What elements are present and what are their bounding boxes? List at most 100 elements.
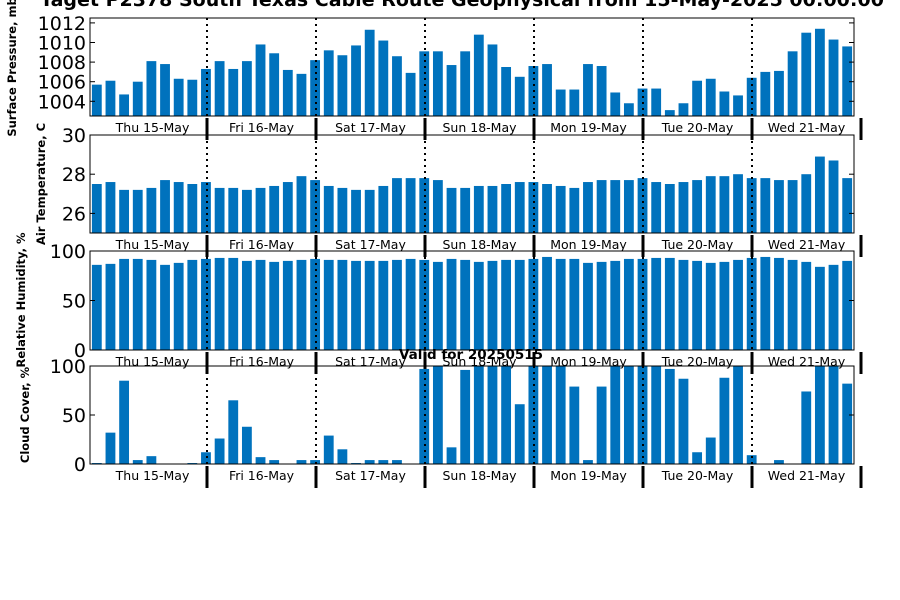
data-bar [296,73,307,116]
data-bar [555,89,566,116]
data-bar [269,460,280,464]
y-tick-label: 0 [74,454,86,476]
panel-3: 0 50 100 Thu 15-May Fri 16-May Sat 17-May Sun … [14,232,863,374]
data-bar [160,264,170,350]
data-bar [269,185,280,233]
data-bar [501,366,512,464]
data-bar [774,257,784,350]
data-bar [378,260,389,350]
data-bar [719,261,730,350]
data-bar [514,259,525,350]
data-bar [160,64,170,116]
data-bar [405,72,416,116]
data-bar [746,257,757,350]
data-bar [201,258,211,350]
data-bar [241,189,252,233]
data-bar [787,180,798,233]
data-bar [705,437,716,464]
data-bar [842,178,853,233]
y-axis-label: Relative Humidity, % [14,232,28,367]
data-bar [814,266,825,350]
data-bar [542,184,552,233]
data-bar [814,366,825,464]
data-bar [542,256,552,350]
x-day-label: Tue 20-May [661,237,734,252]
data-bar [241,426,252,464]
data-bar [364,189,375,233]
data-bar [542,64,552,116]
data-bar [760,71,771,116]
data-bar [432,180,443,233]
data-bar [774,460,784,464]
x-day-label: Thu 15-May [115,120,190,135]
data-bar [623,258,634,350]
y-tick-label: 1010 [38,33,86,55]
data-bar [828,264,839,350]
data-bar [392,460,402,464]
data-bar [583,182,593,233]
data-bar [419,259,430,350]
x-day-label: Tue 20-May [661,468,734,483]
data-bar [214,61,225,116]
x-day-label: Sun 18-May [442,354,517,369]
y-tick-label: 26 [62,203,86,225]
data-bar [528,258,539,350]
data-bar [842,383,853,464]
data-bar [351,45,361,116]
data-bar [637,178,648,233]
data-bar [487,185,498,233]
data-bar [187,79,198,116]
data-bar [228,257,239,350]
panel-4: 0 50 100 Thu 15-May Fri 16-May Sat 17-May Sun … [18,356,863,488]
data-bar [623,103,634,116]
data-bar [596,180,607,233]
data-bar [419,178,430,233]
data-bar [119,258,130,350]
data-bar [678,182,689,233]
y-tick-label: 28 [62,164,86,186]
data-bar [514,404,525,464]
data-bar [774,70,784,116]
data-bar [678,378,689,464]
data-bar [569,187,580,233]
data-bar [733,259,743,350]
data-bar [310,60,321,116]
data-bar [814,28,825,117]
data-bar [214,257,225,350]
data-bar [323,185,334,233]
data-bar [432,261,443,350]
data-bar [132,189,143,233]
data-bar [583,460,593,464]
data-bar [146,456,157,464]
data-bar [432,366,443,464]
data-bar [733,95,743,116]
data-bar [337,187,348,233]
data-bar [269,261,280,350]
data-bar [664,184,675,233]
valid-for-label: Valid for 20250515 [399,347,543,363]
data-bar [664,368,675,464]
data-bar [692,260,703,350]
data-bar [132,460,143,464]
x-day-label: Mon 19-May [550,354,627,369]
data-bar [105,263,116,350]
data-bar [610,92,621,116]
x-day-label: Tue 20-May [661,354,734,369]
data-bar [692,80,703,116]
data-bar [719,377,730,464]
data-bar [201,68,211,116]
x-day-label: Wed 21-May [768,468,846,483]
data-bar [828,366,839,464]
x-day-label: Thu 15-May [115,354,190,369]
data-bar [173,182,184,233]
data-bar [610,180,621,233]
x-day-label: Mon 19-May [550,120,627,135]
data-bar [719,91,730,116]
x-day-label: Mon 19-May [550,237,627,252]
data-bar [692,180,703,233]
data-bar [651,88,662,116]
data-bar [555,366,566,464]
data-bar [678,259,689,350]
data-bar [296,460,307,464]
